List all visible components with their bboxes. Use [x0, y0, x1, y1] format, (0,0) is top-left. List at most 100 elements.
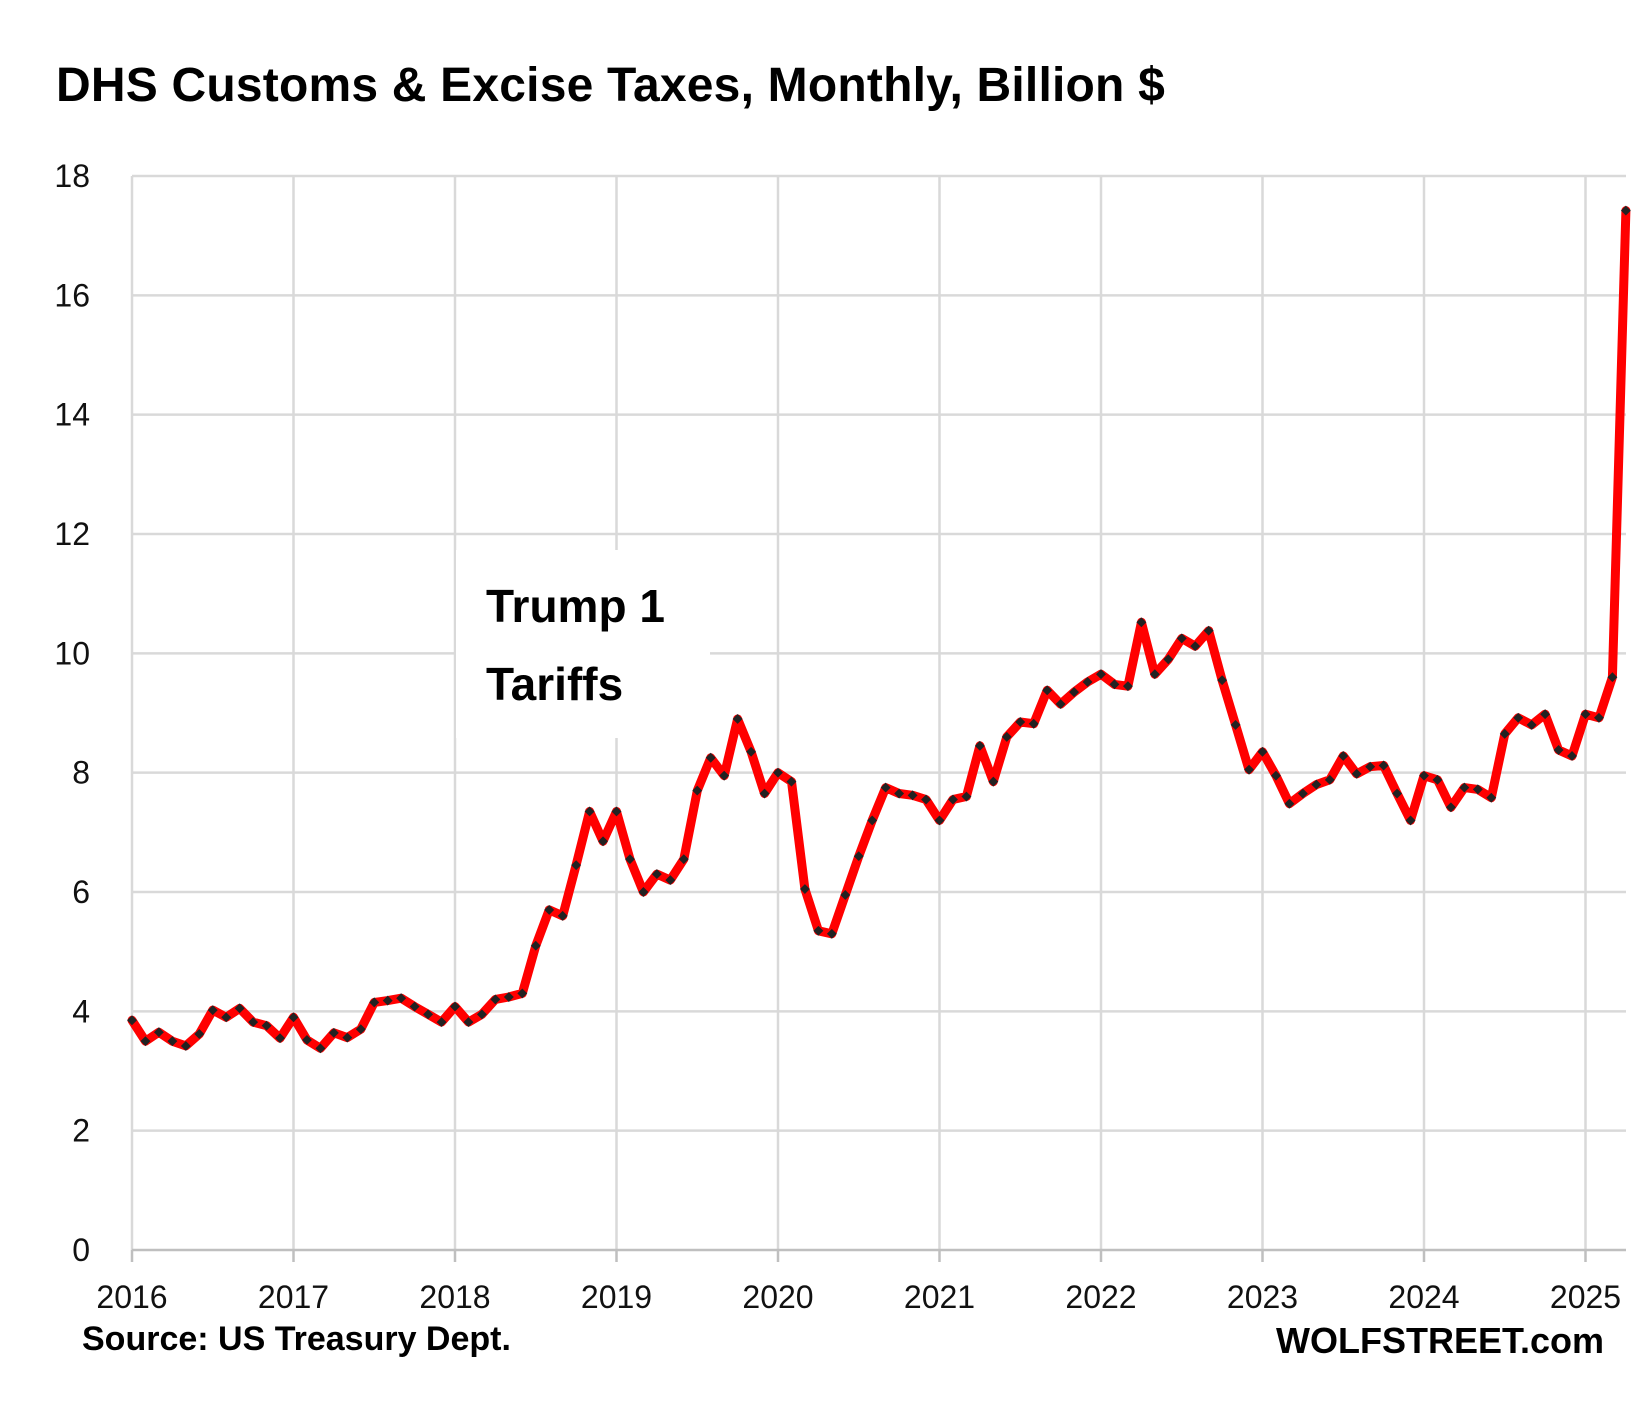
data-point	[1271, 770, 1281, 781]
data-point	[625, 854, 635, 865]
gridlines	[132, 174, 1626, 1250]
brand-watermark: WOLFSTREET.com	[1275, 1320, 1604, 1361]
data-point	[1513, 712, 1524, 723]
data-point	[315, 1043, 326, 1054]
data-point	[853, 851, 864, 862]
data-point	[1149, 669, 1160, 680]
data-point	[530, 940, 541, 951]
x-tick-label: 2020	[742, 1279, 813, 1315]
data-point	[988, 776, 999, 787]
data-point	[369, 997, 380, 1008]
data-point	[1109, 679, 1120, 690]
y-tick-label: 6	[72, 874, 90, 910]
data-point	[1055, 699, 1066, 709]
data-point	[1567, 751, 1577, 761]
data-point	[786, 776, 797, 787]
y-tick-label: 8	[72, 755, 90, 791]
data-point	[382, 995, 393, 1006]
data-point	[826, 928, 837, 939]
data-point	[207, 1005, 218, 1016]
x-tick-label: 2019	[581, 1279, 652, 1315]
data-point	[934, 815, 945, 826]
data-point	[167, 1036, 178, 1047]
data-point	[1486, 792, 1497, 803]
data-point	[705, 752, 716, 763]
x-tick-label: 2024	[1388, 1279, 1459, 1315]
data-point	[1163, 654, 1174, 665]
data-point	[894, 788, 905, 799]
data-point	[665, 875, 676, 886]
series-line	[127, 206, 1631, 1053]
data-point	[974, 740, 985, 751]
data-point	[194, 1029, 205, 1039]
data-point	[476, 1009, 487, 1020]
data-point	[1082, 677, 1093, 687]
x-tick-label: 2016	[96, 1279, 167, 1315]
y-tick-label: 18	[54, 158, 90, 194]
data-point	[450, 1001, 460, 1012]
data-point	[1419, 770, 1429, 781]
x-tick-label: 2025	[1550, 1279, 1621, 1315]
data-point	[423, 1009, 434, 1020]
data-point	[1459, 782, 1470, 793]
data-point	[1499, 728, 1510, 739]
data-point	[1257, 746, 1268, 757]
data-point	[1217, 675, 1228, 686]
annotation-line-1: Trump 1	[486, 580, 665, 632]
data-point	[813, 925, 824, 936]
data-point	[234, 1003, 245, 1014]
data-point	[961, 791, 972, 802]
data-point	[880, 782, 891, 793]
data-point	[342, 1032, 353, 1043]
data-point	[1445, 802, 1456, 813]
y-tick-label: 12	[54, 516, 90, 552]
data-point	[1540, 709, 1551, 720]
data-point	[584, 806, 595, 817]
data-point	[1122, 681, 1133, 692]
data-point	[759, 788, 770, 799]
data-point	[1607, 672, 1618, 683]
data-point	[275, 1033, 285, 1044]
axes	[130, 176, 1626, 1262]
y-tick-labels: 0 2 4 6 8 10 12 14 16 18	[54, 158, 90, 1268]
data-point	[1392, 788, 1403, 799]
y-tick-label: 10	[54, 635, 90, 671]
data-point	[1028, 718, 1039, 729]
data-point	[1378, 760, 1389, 771]
data-point	[140, 1036, 151, 1047]
data-point	[907, 790, 918, 801]
data-point	[746, 746, 757, 757]
annotation-box: Trump 1 Tariffs	[456, 550, 710, 738]
data-point	[153, 1027, 164, 1038]
y-tick-label: 4	[72, 993, 90, 1029]
data-point	[611, 806, 622, 817]
data-point	[355, 1024, 366, 1035]
data-point	[692, 785, 703, 796]
data-point	[1580, 709, 1591, 720]
data-point	[719, 770, 730, 781]
data-point	[1594, 712, 1604, 723]
x-tick-label: 2023	[1227, 1279, 1298, 1315]
data-point	[180, 1040, 191, 1051]
x-tick-label: 2017	[258, 1279, 329, 1315]
data-point	[732, 714, 743, 724]
series-layer	[127, 205, 1631, 1054]
data-point	[1284, 798, 1295, 809]
data-point	[1244, 764, 1254, 775]
data-point	[1096, 669, 1106, 680]
data-point	[1136, 617, 1147, 628]
data-point	[1001, 731, 1012, 742]
data-point	[1526, 719, 1537, 730]
data-point	[598, 836, 608, 847]
x-tick-label: 2022	[1065, 1279, 1136, 1315]
data-point	[1297, 788, 1308, 799]
data-point	[328, 1027, 339, 1038]
data-point	[1620, 205, 1631, 216]
data-point	[773, 767, 783, 778]
data-point	[221, 1012, 232, 1023]
data-point	[1432, 774, 1443, 785]
x-tick-label: 2021	[904, 1279, 975, 1315]
data-point	[1042, 685, 1053, 696]
data-point	[1176, 633, 1187, 644]
data-point	[1311, 779, 1322, 790]
